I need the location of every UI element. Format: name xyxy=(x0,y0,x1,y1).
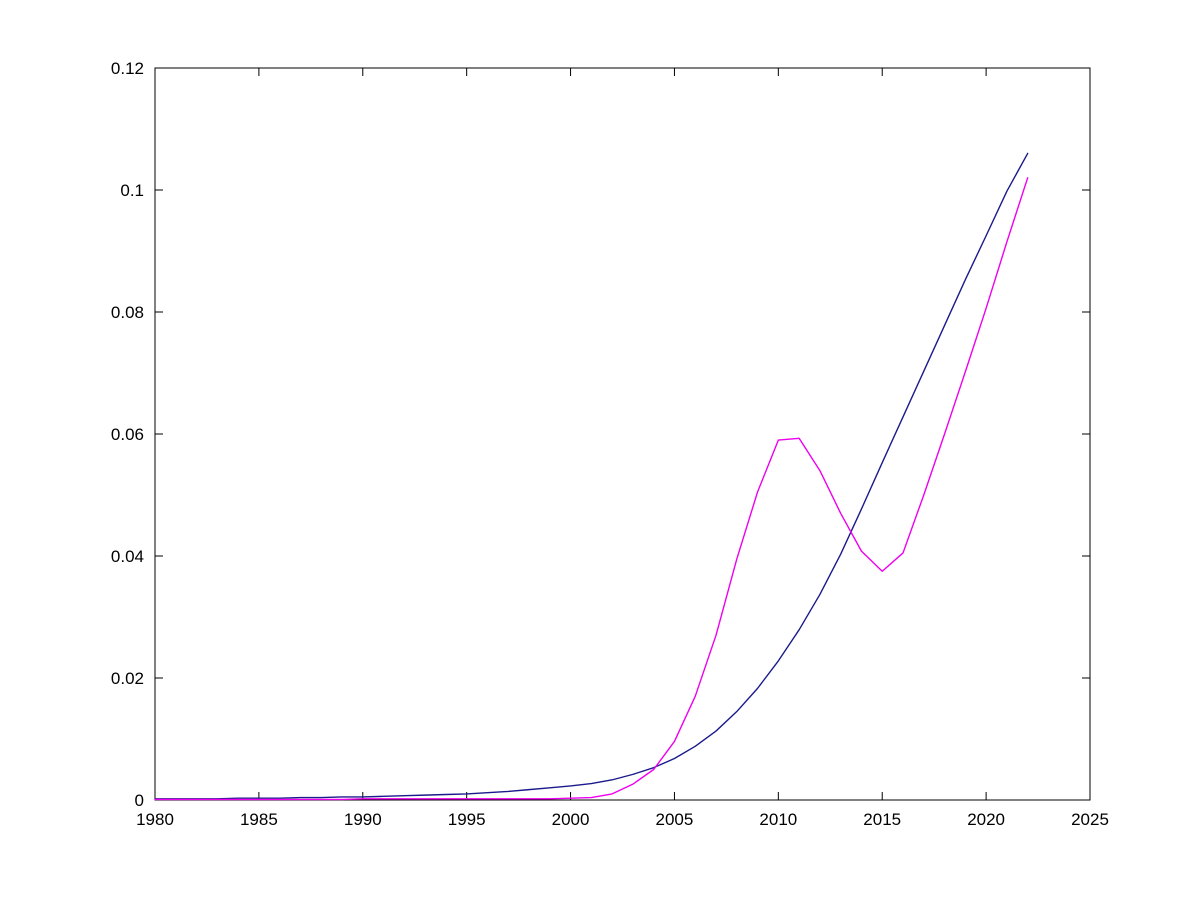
y-axis-tick-label: 0.04 xyxy=(111,547,144,566)
x-axis-tick-label: 2020 xyxy=(967,810,1005,829)
y-axis-tick-label: 0.12 xyxy=(111,59,144,78)
y-axis-tick-label: 0.06 xyxy=(111,425,144,444)
y-axis-tick-label: 0 xyxy=(135,791,144,810)
series-line-smooth-sigmoid-series xyxy=(154,152,1029,800)
series-line-peak-dip-series xyxy=(154,177,1029,801)
axes-box xyxy=(154,67,1091,801)
x-axis-tick-label: 1980 xyxy=(136,810,174,829)
x-axis-tick-label: 2015 xyxy=(863,810,901,829)
x-axis-tick-label: 2025 xyxy=(1071,810,1109,829)
x-axis-tick-label: 2000 xyxy=(552,810,590,829)
x-axis-tick-label: 1995 xyxy=(448,810,486,829)
y-axis-tick-label: 0.08 xyxy=(111,303,144,322)
x-axis-tick-label: 1990 xyxy=(344,810,382,829)
y-axis-tick-label: 0.02 xyxy=(111,669,144,688)
x-axis-tick-label: 1985 xyxy=(240,810,278,829)
x-axis-tick-label: 2005 xyxy=(656,810,694,829)
x-axis-tick-label: 2010 xyxy=(759,810,797,829)
y-axis-tick-label: 0.1 xyxy=(120,181,144,200)
